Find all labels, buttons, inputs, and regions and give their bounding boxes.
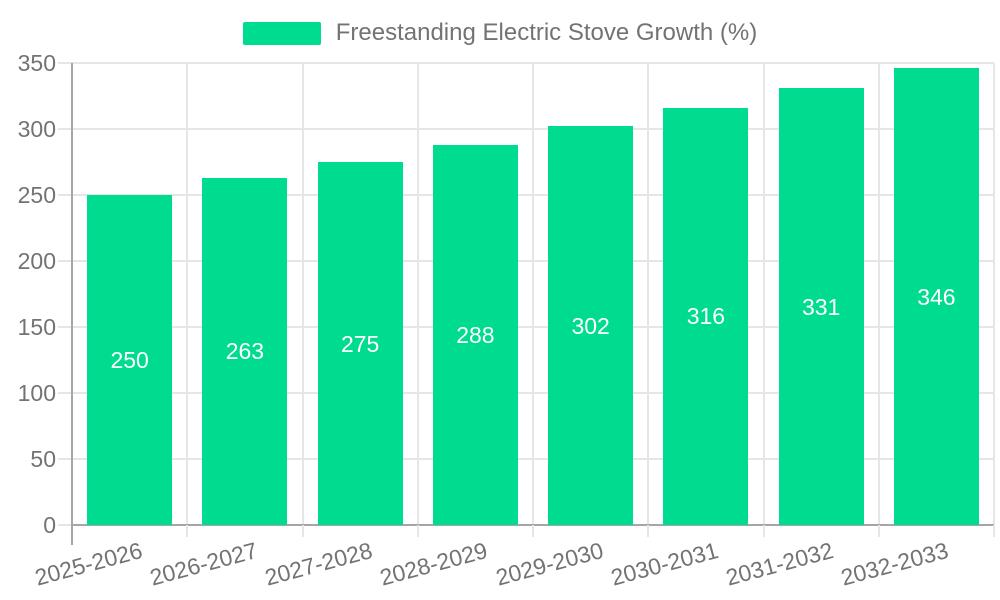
x-tick-label: 2025-2026: [31, 536, 145, 591]
gridline-horizontal: [58, 458, 994, 460]
bar-value-label: 250: [110, 347, 149, 373]
x-tick-label: 2031-2032: [723, 536, 837, 591]
gridline-horizontal: [58, 260, 994, 262]
gridline-horizontal: [58, 326, 994, 328]
gridline-horizontal: [58, 194, 994, 196]
bar[interactable]: [432, 144, 518, 525]
bar-value-label: 302: [571, 312, 610, 339]
x-axis-tick: [532, 525, 534, 537]
x-axis-tick: [877, 525, 880, 537]
y-axis-tick: [58, 524, 72, 526]
gridline-vertical: [186, 63, 189, 525]
y-tick-label: 200: [17, 248, 56, 274]
bar[interactable]: [663, 107, 749, 525]
y-tick-label: 300: [17, 116, 56, 142]
x-tick-label: 2029-2030: [492, 536, 606, 591]
bar[interactable]: [317, 162, 403, 525]
bar-value-label: 316: [686, 303, 726, 330]
gridline-horizontal: [58, 128, 994, 130]
bar[interactable]: [202, 177, 288, 525]
x-tick-label: 2030-2031: [607, 536, 721, 591]
legend-label: Freestanding Electric Stove Growth (%): [335, 19, 758, 46]
x-axis-tick: [647, 525, 650, 537]
bar-value-label: 331: [801, 293, 841, 320]
x-axis-tick: [301, 525, 304, 537]
y-tick-label: 350: [17, 50, 56, 76]
x-tick-label: 2026-2027: [146, 536, 260, 591]
gridline-horizontal: [58, 62, 994, 64]
chart-legend[interactable]: Freestanding Electric Stove Growth (%): [0, 19, 1000, 47]
gridline-vertical: [877, 63, 880, 525]
gridline-vertical: [993, 63, 995, 525]
x-axis-tick: [186, 525, 189, 537]
x-tick-label: 2032-2033: [838, 536, 952, 591]
x-tick-label: 2027-2028: [262, 536, 376, 591]
bar[interactable]: [778, 88, 864, 525]
y-tick-label: 150: [17, 314, 56, 340]
gridline-horizontal: [58, 392, 994, 394]
y-tick-label: 250: [17, 182, 56, 208]
y-axis-line: [71, 63, 73, 545]
gridline-vertical: [416, 63, 419, 525]
bar-value-label: 346: [917, 283, 956, 310]
x-tick-label: 2028-2029: [377, 536, 491, 591]
bar[interactable]: [87, 195, 173, 525]
y-tick-label: 100: [17, 380, 56, 406]
x-axis-tick: [762, 525, 765, 537]
bar[interactable]: [893, 68, 979, 525]
gridline-vertical: [301, 63, 304, 525]
x-axis-tick: [993, 525, 995, 537]
bar-value-label: 275: [340, 330, 380, 357]
bar-value-label: 288: [456, 321, 495, 348]
gridline-vertical: [532, 63, 534, 525]
gridline-vertical: [762, 63, 765, 525]
y-tick-label: 0: [43, 512, 56, 538]
legend-swatch: [242, 21, 321, 45]
bar-value-label: 263: [225, 338, 265, 365]
x-axis-tick: [416, 525, 419, 537]
bar[interactable]: [548, 126, 634, 525]
y-tick-label: 50: [30, 446, 56, 472]
gridline-vertical: [647, 63, 650, 525]
